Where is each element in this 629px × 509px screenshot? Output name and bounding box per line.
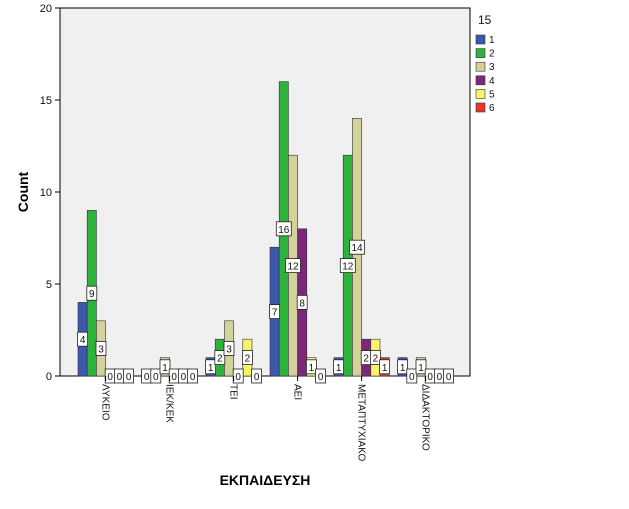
legend-label: 6 (489, 103, 495, 114)
data-label-box (241, 350, 253, 366)
x-tick-label: ΜΕΤΑΠΤΥΧΙΑΚΟ (356, 384, 367, 462)
data-label-box (223, 340, 235, 356)
data-label: 3 (98, 344, 104, 355)
data-label: 0 (181, 372, 187, 383)
data-label: 0 (254, 372, 260, 383)
data-label-box (269, 304, 281, 320)
legend-label: 3 (489, 62, 495, 73)
data-label-box (285, 258, 301, 274)
data-label-box (95, 340, 107, 356)
data-label: 0 (318, 372, 324, 383)
legend-swatch (475, 102, 486, 113)
data-label: 2 (245, 354, 251, 365)
legend-label: 5 (489, 89, 495, 100)
data-label: 0 (235, 372, 241, 383)
data-label: 12 (287, 262, 299, 273)
data-label-box (379, 359, 391, 375)
data-label: 9 (89, 289, 95, 300)
legend-label: 4 (489, 76, 495, 87)
data-label: 4 (80, 335, 86, 346)
plot-area (59, 7, 471, 377)
data-label-box (86, 285, 98, 301)
data-label: 0 (107, 372, 113, 383)
category-labels: ΛΥΚΕΙΟ ΙΕΚ/ΚΕΚ ΤΕΙ ΑΕΙ ΜΕΤΑΠΤΥΧΙΑΚΟ ΔΙΔΑΚΤΟΡΙ… (100, 376, 431, 462)
data-label: 0 (437, 372, 443, 383)
data-label-box (349, 239, 365, 255)
data-label: 0 (190, 372, 196, 383)
data-label-box (339, 258, 356, 274)
data-label-box (214, 350, 226, 366)
y-tick-label: 10 (40, 187, 52, 199)
legend: 15 1 2 3 4 5 6 (475, 13, 495, 114)
legend-title: 15 (478, 13, 492, 27)
data-label: 2 (373, 354, 379, 365)
data-label: 3 (226, 344, 232, 355)
x-tick-label: ΑΕΙ (292, 384, 303, 400)
data-label: 16 (278, 225, 290, 236)
data-label: 0 (427, 372, 433, 383)
x-axis-title: ΕΚΠΑΙΔΕΥΣΗ (220, 472, 311, 488)
data-label: 1 (162, 363, 168, 374)
data-label-box (443, 368, 455, 384)
data-label: 1 (418, 363, 424, 374)
data-label-box (77, 331, 88, 347)
data-label-box (150, 368, 162, 384)
data-label: 1 (309, 363, 315, 374)
data-label: 1 (400, 363, 406, 374)
data-label-box (296, 294, 308, 310)
data-label-box (123, 368, 134, 384)
data-label-box (205, 359, 217, 375)
data-label: 1 (208, 363, 214, 374)
data-label-box (369, 350, 381, 366)
data-label: 2 (363, 354, 369, 365)
y-tick-label: 0 (46, 371, 52, 383)
y-tick-label: 20 (40, 3, 52, 15)
legend-label: 2 (489, 49, 495, 60)
y-tick-label: 15 (40, 95, 52, 107)
data-label-box (333, 359, 345, 375)
legend-swatch (475, 75, 486, 86)
data-label: 0 (409, 372, 415, 383)
data-label-box (315, 368, 327, 384)
data-label: 1 (336, 363, 342, 374)
y-axis: 0 5 10 15 20 (40, 3, 60, 383)
data-label: 7 (272, 308, 278, 319)
y-axis-title: Count (15, 171, 31, 212)
data-label-box (251, 368, 263, 384)
legend-swatch (475, 34, 486, 45)
data-label: 14 (351, 243, 363, 254)
legend-label: 1 (489, 35, 495, 46)
data-label: 12 (342, 262, 354, 273)
y-tick-label: 5 (46, 279, 52, 291)
x-tick-label: ΛΥΚΕΙΟ (100, 384, 111, 421)
x-tick-label: ΔΙΔΑΚΤΟΡΙΚΟ (420, 384, 431, 451)
legend-swatch (475, 89, 486, 99)
data-label-box (275, 221, 292, 237)
data-label: 0 (153, 372, 159, 383)
data-label: 0 (126, 372, 132, 383)
data-label: 0 (446, 372, 452, 383)
data-label-box (159, 359, 171, 375)
data-label-box (187, 368, 199, 384)
legend-swatch (475, 61, 486, 72)
data-label-box (406, 368, 418, 384)
data-label: 0 (171, 372, 177, 383)
data-label: 2 (217, 354, 223, 365)
data-label: 0 (144, 372, 150, 383)
x-tick-label: ΤΕΙ (228, 384, 239, 400)
data-label-box (415, 359, 427, 375)
data-label-box (397, 359, 409, 375)
data-label: 0 (117, 372, 123, 383)
legend-swatch (475, 48, 486, 58)
data-label: 8 (299, 298, 305, 309)
x-tick-label: ΙΕΚ/ΚΕΚ (164, 384, 175, 423)
data-label-box (305, 359, 317, 375)
data-label: 1 (382, 363, 388, 374)
